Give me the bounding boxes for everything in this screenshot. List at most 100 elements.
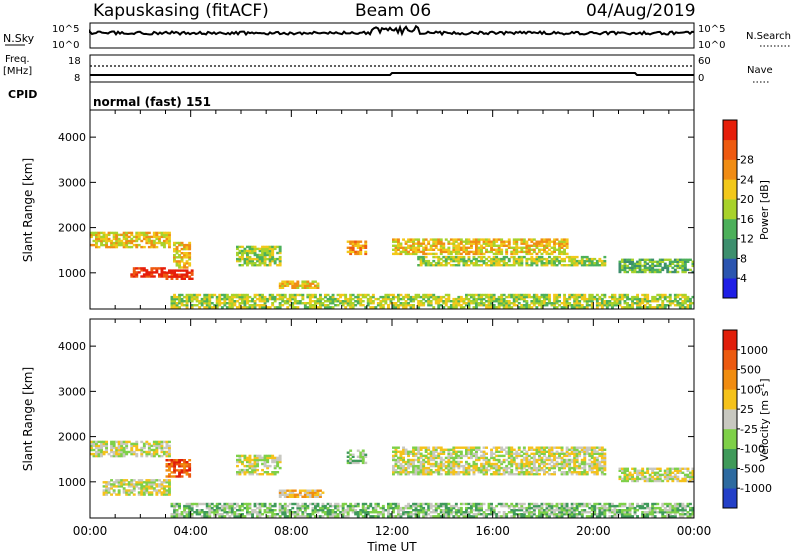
heatmap-cell <box>482 511 486 514</box>
heatmap-cell <box>633 266 637 270</box>
heatmap-cell <box>213 504 217 508</box>
heatmap-cell <box>356 293 360 297</box>
heatmap-cell <box>102 444 106 448</box>
heatmap-cell <box>510 468 514 472</box>
heatmap-cell <box>449 452 453 455</box>
heatmap-cell <box>472 242 476 245</box>
heatmap-cell <box>527 238 531 241</box>
heatmap-cell <box>563 306 566 309</box>
heatmap-cell <box>115 479 119 482</box>
heatmap-cell <box>512 297 516 301</box>
heatmap-cell <box>356 511 360 514</box>
heatmap-cell <box>442 246 446 249</box>
heatmap-cell <box>246 460 249 464</box>
heatmap-cell <box>225 502 229 506</box>
heatmap-cell <box>459 295 463 299</box>
heatmap-cell <box>268 456 272 460</box>
heatmap-cell <box>527 293 531 297</box>
heatmap-cell <box>605 304 609 307</box>
heatmap-cell <box>203 515 207 518</box>
heatmap-cell <box>253 462 257 466</box>
heatmap-cell <box>298 506 302 510</box>
heatmap-cell <box>173 461 176 464</box>
heatmap-cell <box>540 456 544 460</box>
heatmap-cell <box>354 295 358 299</box>
heatmap-cell <box>439 509 443 512</box>
heatmap-cell <box>374 506 378 510</box>
heatmap-cell <box>437 473 441 476</box>
heatmap-cell <box>324 504 327 508</box>
heatmap-cell <box>432 252 436 256</box>
heatmap-cell <box>517 502 521 506</box>
heatmap-cell <box>364 513 368 516</box>
heatmap-cell <box>683 293 687 297</box>
heatmap-cell <box>105 237 108 241</box>
heatmap-cell <box>454 464 458 468</box>
heatmap-cell <box>575 297 579 301</box>
heatmap-cell <box>392 458 395 462</box>
heatmap-cell <box>575 458 579 462</box>
heatmap-cell <box>668 264 672 268</box>
heatmap-cell <box>462 473 466 476</box>
heatmap-cell <box>658 475 662 479</box>
heatmap-cell <box>175 252 179 255</box>
heatmap-cell <box>689 268 692 272</box>
heatmap-cell <box>273 300 277 303</box>
heatmap-cell <box>663 295 667 299</box>
heatmap-cell <box>439 515 443 518</box>
heatmap-cell <box>135 267 139 270</box>
heatmap-cell <box>298 509 302 512</box>
heatmap-cell <box>173 502 176 506</box>
heatmap-cell <box>623 262 627 265</box>
heatmap-cell <box>316 297 320 301</box>
heatmap-cell <box>110 450 113 454</box>
heatmap-cell <box>356 461 360 465</box>
heatmap-cell <box>361 509 365 512</box>
heatmap-cell <box>95 450 98 454</box>
heatmap-cell <box>502 293 506 297</box>
heatmap-cell <box>142 446 146 450</box>
heatmap-cell <box>253 257 257 261</box>
heatmap-cell <box>308 513 312 516</box>
heatmap-cell <box>220 302 224 305</box>
heatmap-cell <box>163 493 166 496</box>
heatmap-cell <box>122 243 126 247</box>
heatmap-cell <box>178 297 181 301</box>
heatmap-cell <box>492 471 496 474</box>
heatmap-cell <box>105 448 108 452</box>
heatmap-cell <box>178 306 181 309</box>
heatmap-cell <box>147 479 151 482</box>
heatmap-cell <box>656 477 660 481</box>
heatmap-cell <box>485 257 488 261</box>
heatmap-cell <box>452 456 456 460</box>
heatmap-cell <box>371 509 375 512</box>
heatmap-cell <box>228 515 232 518</box>
heatmap-cell <box>125 237 129 241</box>
heatmap-cell <box>437 515 441 518</box>
heatmap-cell <box>444 471 448 474</box>
heatmap-cell <box>626 295 629 299</box>
heatmap-cell <box>628 475 632 479</box>
heatmap-cell <box>512 300 516 303</box>
heatmap-cell <box>381 295 385 299</box>
heatmap-cell <box>412 448 415 451</box>
heatmap-cell <box>241 509 244 512</box>
heatmap-cell <box>683 473 687 477</box>
heatmap-cell <box>140 446 144 450</box>
heatmap-cell <box>686 297 690 301</box>
heatmap-cell <box>160 273 164 276</box>
heatmap-cell <box>266 247 270 251</box>
heatmap-cell <box>555 464 559 468</box>
heatmap-cell <box>485 458 488 462</box>
heatmap-cell <box>145 231 149 235</box>
heatmap-cell <box>213 511 217 514</box>
heatmap-cell <box>429 450 433 453</box>
heatmap-cell <box>271 253 275 257</box>
heatmap-cell <box>545 502 549 506</box>
heatmap-cell <box>278 257 282 261</box>
heatmap-cell <box>112 440 116 444</box>
heatmap-cell <box>223 304 227 307</box>
heatmap-cell <box>538 458 541 462</box>
heatmap-cell <box>580 448 584 451</box>
